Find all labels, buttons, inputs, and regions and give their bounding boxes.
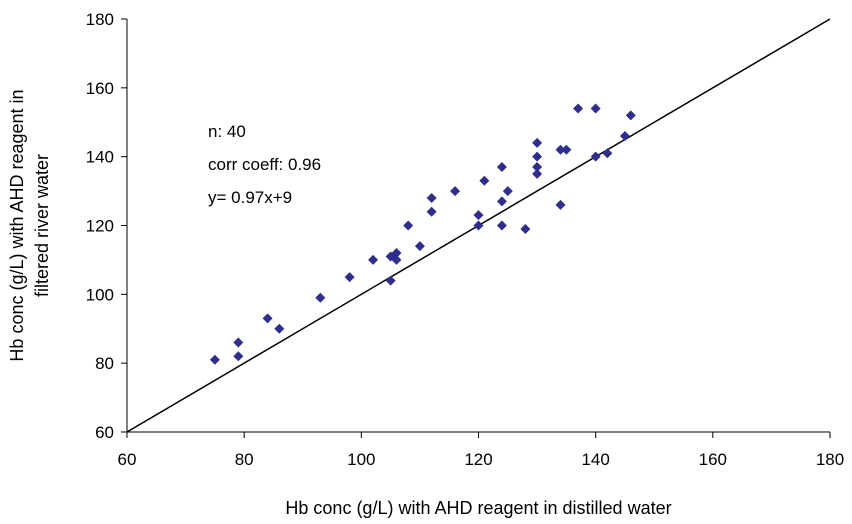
data-point bbox=[625, 110, 636, 121]
data-point bbox=[619, 131, 630, 142]
data-point bbox=[473, 220, 484, 231]
data-point bbox=[391, 248, 402, 259]
x-axis-title: Hb conc (g/L) with AHD reagent in distil… bbox=[285, 498, 671, 518]
data-point bbox=[385, 275, 396, 286]
y-tick-label: 140 bbox=[86, 148, 114, 167]
x-tick-label: 160 bbox=[699, 450, 727, 469]
data-point bbox=[479, 175, 490, 186]
data-point bbox=[209, 354, 220, 365]
y-tick-label: 180 bbox=[86, 10, 114, 29]
y-tick-label: 60 bbox=[95, 423, 114, 442]
data-point bbox=[602, 148, 613, 159]
x-tick-label: 100 bbox=[347, 450, 375, 469]
data-points bbox=[209, 103, 636, 365]
y-tick-label: 100 bbox=[86, 285, 114, 304]
data-point bbox=[233, 351, 244, 362]
data-point bbox=[555, 144, 566, 155]
data-point bbox=[496, 196, 507, 207]
y-tick-label: 120 bbox=[86, 217, 114, 236]
annotation-equation: y= 0.97x+9 bbox=[208, 188, 292, 207]
data-point bbox=[590, 151, 601, 162]
annotation-corr-coeff: corr coeff: 0.96 bbox=[208, 155, 321, 174]
x-tick-label: 180 bbox=[816, 450, 844, 469]
data-point bbox=[403, 220, 414, 231]
data-point bbox=[496, 161, 507, 172]
data-point bbox=[391, 254, 402, 265]
data-point bbox=[233, 337, 244, 348]
data-point bbox=[368, 254, 379, 265]
x-tick-label: 120 bbox=[464, 450, 492, 469]
data-point bbox=[426, 206, 437, 217]
data-point bbox=[262, 313, 273, 324]
data-point bbox=[450, 186, 461, 197]
data-point bbox=[561, 144, 572, 155]
data-point bbox=[532, 168, 543, 179]
data-point bbox=[532, 151, 543, 162]
data-point bbox=[344, 272, 355, 283]
annotations: n: 40 corr coeff: 0.96 y= 0.97x+9 bbox=[208, 122, 321, 207]
x-tick-label: 60 bbox=[118, 450, 137, 469]
axis-ticks: 60 80 100 120 140 160 180 60 80 100 120 140 160 180 bbox=[86, 10, 845, 469]
data-point bbox=[414, 241, 425, 252]
y-tick-label: 160 bbox=[86, 79, 114, 98]
y-tick-label: 80 bbox=[95, 354, 114, 373]
y-axis-title-line-2: filtered river water bbox=[32, 154, 52, 297]
data-point bbox=[520, 223, 531, 234]
data-point bbox=[555, 199, 566, 210]
x-tick-label: 140 bbox=[581, 450, 609, 469]
data-point bbox=[473, 210, 484, 221]
data-point bbox=[532, 161, 543, 172]
y-axis-title-line-1: Hb conc (g/L) with AHD reagent in bbox=[7, 89, 27, 361]
data-point bbox=[502, 186, 513, 197]
x-tick-label: 80 bbox=[235, 450, 254, 469]
data-point bbox=[496, 220, 507, 231]
annotation-n: n: 40 bbox=[208, 122, 246, 141]
data-point bbox=[590, 103, 601, 114]
y-axis-title: Hb conc (g/L) with AHD reagent in filter… bbox=[7, 89, 52, 361]
data-point bbox=[532, 137, 543, 148]
data-point bbox=[573, 103, 584, 114]
data-point bbox=[315, 292, 326, 303]
data-point bbox=[274, 323, 285, 334]
data-point bbox=[426, 192, 437, 203]
